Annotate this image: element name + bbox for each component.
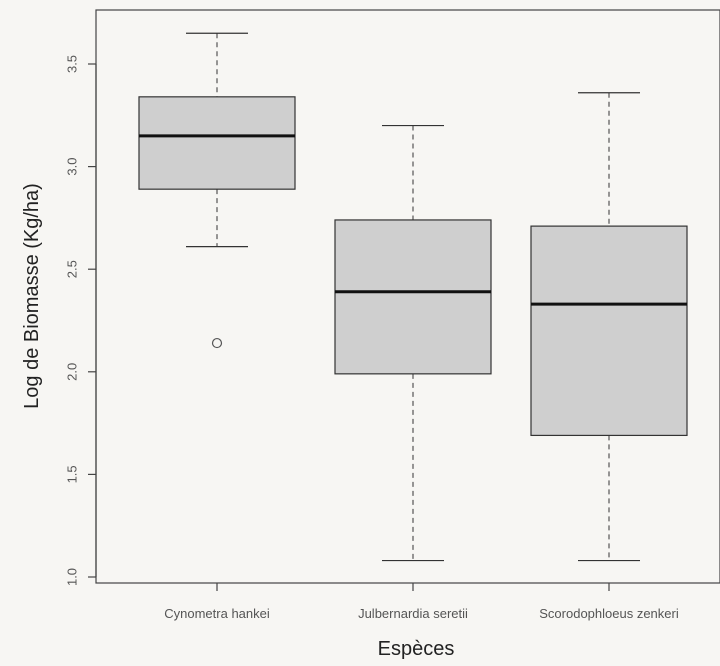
box-group xyxy=(138,32,688,562)
iqr-box xyxy=(138,96,296,190)
x-tick-label: Cynometra hankei xyxy=(164,606,270,621)
y-tick-label: 3.5 xyxy=(64,55,79,73)
x-tick-label: Julbernardia seretii xyxy=(358,606,468,621)
box-1 xyxy=(138,32,296,349)
iqr-box xyxy=(334,219,492,375)
outlier-point xyxy=(211,337,223,349)
iqr-box xyxy=(530,225,688,437)
box-3 xyxy=(530,92,688,562)
x-axis-title: Espèces xyxy=(378,638,455,660)
y-axis-title: Log de Biomasse (Kg/ha) xyxy=(21,183,43,409)
y-axis-ticks: 1.0 1.5 2.0 2.5 3.0 3.5 xyxy=(64,55,96,586)
x-axis-ticks: Cynometra hankei Julbernardia seretii Scor… xyxy=(164,583,679,621)
y-tick-label: 3.0 xyxy=(64,158,79,176)
box-2 xyxy=(334,124,492,562)
y-tick-label: 1.5 xyxy=(64,465,79,483)
x-tick-label: Scorodophloeus zenkeri xyxy=(539,606,679,621)
y-tick-label: 2.5 xyxy=(64,260,79,278)
y-tick-label: 1.0 xyxy=(64,568,79,586)
y-tick-label: 2.0 xyxy=(64,363,79,381)
